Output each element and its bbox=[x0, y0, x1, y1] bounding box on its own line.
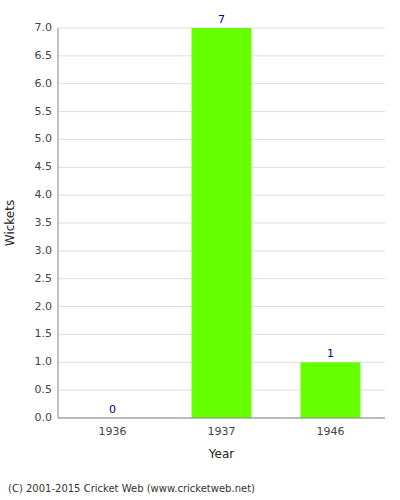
y-tick-label: 3.0 bbox=[35, 244, 53, 257]
data-label: 1 bbox=[327, 347, 334, 360]
y-tick-label: 4.0 bbox=[35, 188, 53, 201]
y-tick-label: 0.0 bbox=[35, 411, 53, 424]
y-tick-label: 7.0 bbox=[35, 21, 53, 34]
chart-svg: 0.0 0.5 1.0 1.5 2.0 2.5 3.0 3.5 4.0 4.5 5.0 5.5 6.0 6… bbox=[0, 0, 400, 500]
y-axis-line bbox=[58, 28, 59, 418]
bar bbox=[301, 362, 361, 418]
grid-line bbox=[58, 418, 385, 419]
y-tick-label: 6.0 bbox=[35, 77, 53, 90]
x-tick-label: 1937 bbox=[208, 425, 236, 438]
grid bbox=[58, 28, 385, 418]
y-tick-labels: 0.0 0.5 1.0 1.5 2.0 2.5 3.0 3.5 4.0 4.5 5.0 5.5 6.0 6… bbox=[35, 21, 53, 424]
y-tick-label: 2.5 bbox=[35, 272, 53, 285]
x-tick-label: 1936 bbox=[99, 425, 127, 438]
bar bbox=[192, 28, 252, 418]
y-tick-label: 6.5 bbox=[35, 49, 53, 62]
chart-container: 0.0 0.5 1.0 1.5 2.0 2.5 3.0 3.5 4.0 4.5 5.0 5.5 6.0 6… bbox=[0, 0, 400, 500]
y-tick-label: 4.5 bbox=[35, 160, 53, 173]
data-labels: 0 7 1 bbox=[109, 13, 334, 416]
y-tick-label: 1.0 bbox=[35, 355, 53, 368]
y-tick-label: 3.5 bbox=[35, 216, 53, 229]
data-label: 0 bbox=[109, 403, 116, 416]
x-axis-label: Year bbox=[208, 447, 234, 461]
y-tick-label: 1.5 bbox=[35, 327, 53, 340]
y-tick-label: 5.5 bbox=[35, 105, 53, 118]
data-label: 7 bbox=[218, 13, 225, 26]
y-axis-label: Wickets bbox=[3, 200, 17, 246]
footer-annotation: (C) 2001-2015 Cricket Web (www.cricketwe… bbox=[8, 483, 255, 494]
x-axis-line bbox=[58, 418, 385, 419]
y-tick-label: 2.0 bbox=[35, 300, 53, 313]
bars bbox=[192, 28, 361, 418]
y-tick-label: 0.5 bbox=[35, 383, 53, 396]
y-tick-label: 5.0 bbox=[35, 132, 53, 145]
x-tick-label: 1946 bbox=[317, 425, 345, 438]
x-tick-labels: 1936 1937 1946 bbox=[99, 425, 345, 438]
